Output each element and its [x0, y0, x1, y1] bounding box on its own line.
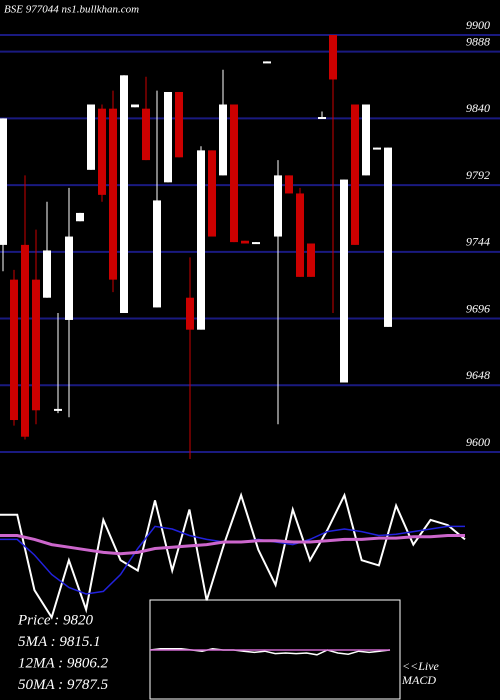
candle-body: [296, 193, 304, 277]
candle-body: [329, 35, 337, 80]
y-tick-label: 9792: [466, 168, 490, 182]
candle-body: [384, 147, 392, 327]
candle-body: [263, 61, 271, 64]
candle-body: [274, 175, 282, 237]
candle-body: [318, 117, 326, 120]
candle-body: [0, 118, 7, 245]
info-label: 12MA : 9806.2: [18, 655, 109, 671]
indicator-line: [0, 534, 465, 556]
y-tick-label: 9744: [466, 235, 490, 249]
y-tick-label: 9600: [466, 435, 490, 449]
candle-body: [65, 236, 73, 320]
candle-body: [307, 243, 315, 277]
info-label: Price : 9820: [17, 612, 93, 628]
candle-body: [76, 212, 84, 222]
candle-body: [142, 108, 150, 161]
candle-body: [32, 279, 40, 411]
candle-body: [131, 104, 139, 108]
y-tick-label: 9648: [466, 368, 490, 382]
candle-body: [340, 179, 348, 383]
candle-body: [186, 297, 194, 330]
candle-body: [373, 147, 381, 150]
candle-body: [98, 108, 106, 195]
candle-body: [87, 104, 95, 170]
info-label: 5MA : 9815.1: [18, 634, 101, 650]
y-tick-label: 9900: [466, 18, 490, 32]
candle-body: [153, 200, 161, 308]
live-label: <<Live: [402, 659, 440, 673]
y-tick-label: 9888: [466, 34, 490, 48]
candle-body: [175, 91, 183, 158]
y-tick-label: 9840: [466, 101, 490, 115]
indicator-line: [0, 492, 466, 620]
y-tick-label: 9696: [466, 301, 490, 315]
candle-body: [21, 244, 29, 437]
candle-body: [285, 175, 293, 194]
candle-body: [120, 75, 128, 313]
candle-body: [54, 408, 62, 411]
candle-body: [10, 279, 18, 421]
candle-body: [197, 150, 205, 330]
info-label: 50MA : 9787.5: [18, 677, 109, 693]
candle-body: [252, 242, 260, 245]
candle-body: [208, 150, 216, 237]
candle-body: [351, 104, 359, 245]
candle-body: [43, 250, 51, 298]
candle-body: [109, 108, 117, 280]
candle-body: [362, 104, 370, 176]
candle-body: [219, 104, 227, 176]
candle-body: [230, 104, 238, 243]
macd-label: MACD: [401, 673, 436, 687]
candle-body: [241, 240, 249, 244]
candle-body: [164, 91, 172, 183]
chart-title: BSE 977044 ns1.bullkhan.com: [4, 4, 139, 16]
